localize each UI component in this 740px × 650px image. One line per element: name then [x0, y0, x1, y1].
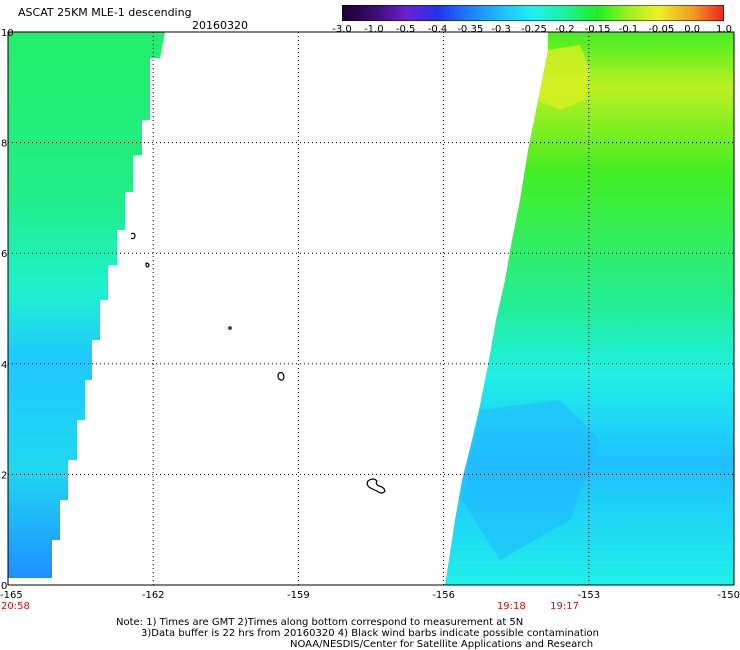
island-b [145, 262, 150, 268]
colorbar-tick-label: -0.1 [618, 24, 639, 35]
pass-time-labels: 20:58 19:18 19:17 [1, 601, 579, 612]
island-hawaii [366, 478, 386, 494]
lat-label: 0 [1, 581, 7, 592]
island-d [277, 371, 285, 381]
island-c [228, 326, 232, 330]
colorbar-tick-label: -1.0 [364, 24, 384, 35]
lat-label: 4 [1, 360, 7, 371]
lon-label: -165 [0, 590, 23, 601]
map-frame [7, 31, 735, 586]
colorbar-tick-label: 0.0 [684, 24, 701, 35]
map-gridlines [8, 32, 734, 585]
pass-time-label: 20:58 [1, 601, 30, 612]
note-line-2: 3)Data buffer is 22 hrs from 20160320 4)… [141, 628, 599, 639]
lon-label: -156 [432, 590, 455, 601]
colorbar-tick-label: -3.0 [332, 24, 352, 35]
colorbar-tick-label: -0.2 [555, 24, 575, 35]
colorbar-tick-label: -0.3 [491, 24, 511, 35]
latitude-labels: 10 8 6 4 2 0 [1, 28, 14, 592]
island-a [130, 232, 136, 240]
pass-time-label: 19:17 [550, 601, 579, 612]
colorbar-tick-label: -0.35 [457, 24, 484, 35]
right-swath-yellow-patch [538, 45, 590, 110]
lon-label: -159 [287, 590, 310, 601]
lon-label: -153 [577, 590, 600, 601]
lon-label: -150 [717, 590, 740, 601]
longitude-labels: -165 -162 -159 -156 -153 -150 [0, 590, 740, 601]
islands [130, 232, 386, 494]
lat-label: 8 [1, 139, 7, 150]
colorbar-tick-label: -0.05 [648, 24, 675, 35]
colorbar-tick-label: 1.0 [716, 24, 732, 35]
colorbar-tick-label: -0.4 [427, 24, 448, 35]
data-swaths [8, 32, 734, 585]
colorbar-tick-label: -0.15 [584, 24, 611, 35]
pass-time-label: 19:18 [497, 601, 526, 612]
lat-label: 10 [1, 28, 14, 39]
note-line-1: Note: 1) Times are GMT 2)Times along bot… [116, 617, 524, 628]
product-title: ASCAT 25KM MLE-1 descending [18, 6, 192, 19]
left-swath [8, 32, 165, 578]
product-date: 20160320 [192, 19, 248, 32]
right-swath-blue-patch [462, 400, 600, 560]
colorbar-tick-label: -0.25 [521, 24, 547, 35]
lat-label: 6 [1, 249, 7, 260]
lon-label: -162 [142, 590, 165, 601]
note-line-3: NOAA/NESDIS/Center for Satellite Applica… [290, 639, 594, 650]
lat-label: 2 [1, 470, 7, 481]
colorbar-tick-label: -0.5 [395, 24, 416, 35]
